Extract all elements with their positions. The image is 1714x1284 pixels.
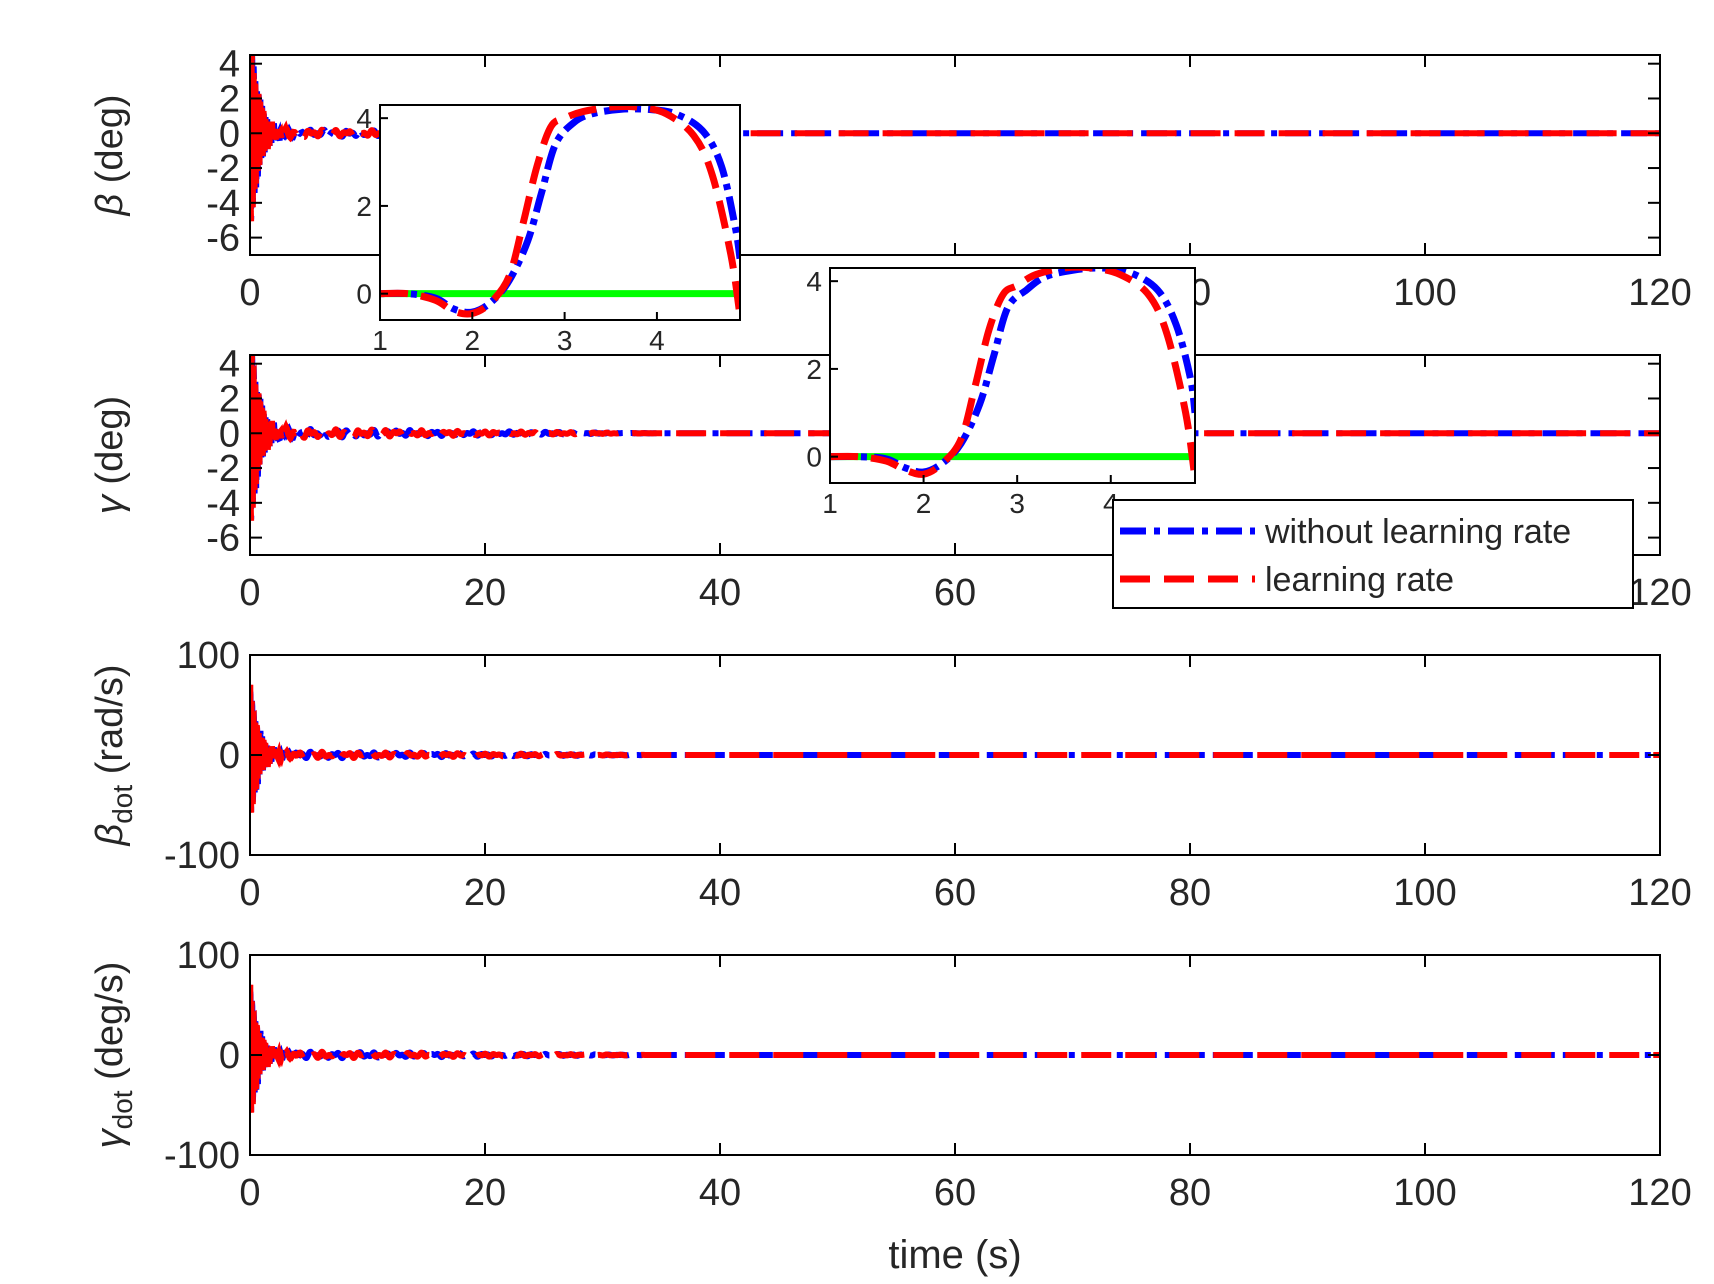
x-tick-label: 0 (239, 872, 260, 914)
x-tick-label: 60 (934, 872, 976, 914)
y-axis-label-symbol: γ (89, 493, 131, 514)
inset-y-tick-label: 4 (806, 266, 822, 297)
x-tick-label: 100 (1393, 872, 1456, 914)
x-tick-label: 20 (464, 872, 506, 914)
inset-x-tick-label: 2 (916, 488, 932, 519)
inset-x-tick-label: 3 (1009, 488, 1025, 519)
inset-y-tick-label: 4 (356, 103, 372, 134)
x-tick-label: 120 (1628, 572, 1691, 614)
y-tick-label: 4 (219, 44, 240, 86)
series-learning-rate (250, 984, 1660, 1113)
y-tick-label: 2 (219, 378, 240, 420)
y-tick-label: 0 (219, 1035, 240, 1077)
y-axis-label-symbol: β (89, 194, 131, 217)
y-tick-label: 0 (219, 113, 240, 155)
y-tick-label: 2 (219, 78, 240, 120)
x-tick-label: 100 (1393, 272, 1456, 314)
inset-y-tick-label: 2 (356, 191, 372, 222)
y-axis-label-symbol: β (89, 824, 131, 847)
y-axis-label-unit: (rad/s) (89, 664, 131, 784)
y-axis-label-unit: (deg) (89, 396, 131, 495)
series-learning-rate (250, 55, 1660, 222)
series-without-learning-rate (250, 991, 1660, 1113)
y-tick-label: -4 (206, 483, 240, 525)
y-tick-label: -100 (164, 1135, 240, 1177)
inset-background (830, 268, 1195, 483)
inset-axes-box (829, 267, 1196, 484)
legend-label-learning-rate: learning rate (1265, 561, 1454, 599)
x-tick-label: 0 (239, 572, 260, 614)
x-tick-label: 20 (464, 572, 506, 614)
y-axis-label: β (deg) (89, 95, 131, 217)
series-without-learning-rate (830, 268, 1195, 476)
y-tick-label: -6 (206, 218, 240, 260)
inset-x-tick-label: 3 (557, 325, 573, 356)
series-learning-rate (830, 268, 1195, 480)
series-without-learning-rate (250, 691, 1660, 813)
inset-x-tick-label: 4 (649, 325, 665, 356)
y-tick-label: 0 (219, 735, 240, 777)
series-learning-rate (380, 105, 740, 318)
y-axis-label: βdot (rad/s) (89, 664, 138, 846)
inset-y-tick-label: 0 (356, 279, 372, 310)
x-axis-label: time (s) (888, 1233, 1021, 1277)
y-axis-label: γ (deg) (89, 396, 131, 514)
inset-beta: 1 2 3 4 0 2 4 (356, 103, 741, 356)
x-tick-label: 20 (464, 1172, 506, 1214)
x-tick-label: 40 (699, 872, 741, 914)
x-tick-label: 80 (1169, 1172, 1211, 1214)
y-tick-label: -100 (164, 835, 240, 877)
y-tick-label: -2 (206, 448, 240, 490)
x-tick-label: 120 (1628, 1172, 1691, 1214)
y-tick-label: -6 (206, 518, 240, 560)
x-tick-label: 40 (699, 572, 741, 614)
y-axis-label-subscript: dot (107, 785, 138, 824)
x-tick-label: 120 (1628, 272, 1691, 314)
y-tick-label: -2 (206, 148, 240, 190)
y-tick-label: -4 (206, 183, 240, 225)
inset-x-tick-label: 1 (372, 325, 388, 356)
y-tick-label: 0 (219, 413, 240, 455)
inset-axes-box (379, 104, 741, 321)
y-tick-label: 100 (177, 935, 240, 977)
legend: without learning rate learning rate (1112, 499, 1634, 609)
x-tick-label: 60 (934, 1172, 976, 1214)
inset-x-tick-label: 2 (465, 325, 481, 356)
y-axis-label: γdot (deg/s) (89, 962, 138, 1149)
x-tick-label: 60 (934, 572, 976, 614)
x-tick-label: 100 (1393, 1172, 1456, 1214)
inset-x-tick-label: 1 (822, 488, 838, 519)
series-learning-rate (250, 684, 1660, 813)
y-axis-label-subscript: dot (107, 1090, 138, 1129)
legend-box (1112, 499, 1634, 609)
x-tick-label: 40 (699, 1172, 741, 1214)
y-tick-label: 100 (177, 635, 240, 677)
inset-y-tick-label: 2 (806, 354, 822, 385)
y-axis-label-unit: (deg/s) (89, 962, 131, 1091)
y-axis-label-symbol: γ (89, 1127, 131, 1148)
y-axis-label-unit: (deg) (89, 95, 131, 194)
x-tick-label: 0 (239, 1172, 260, 1214)
inset-y-tick-label: 0 (806, 442, 822, 473)
x-tick-label: 80 (1169, 872, 1211, 914)
x-tick-label: 120 (1628, 872, 1691, 914)
series-without-learning-rate (380, 105, 740, 316)
legend-label-without-learning-rate: without learning rate (1264, 513, 1571, 551)
y-tick-label: 4 (219, 344, 240, 386)
x-tick-label: 0 (239, 272, 260, 314)
